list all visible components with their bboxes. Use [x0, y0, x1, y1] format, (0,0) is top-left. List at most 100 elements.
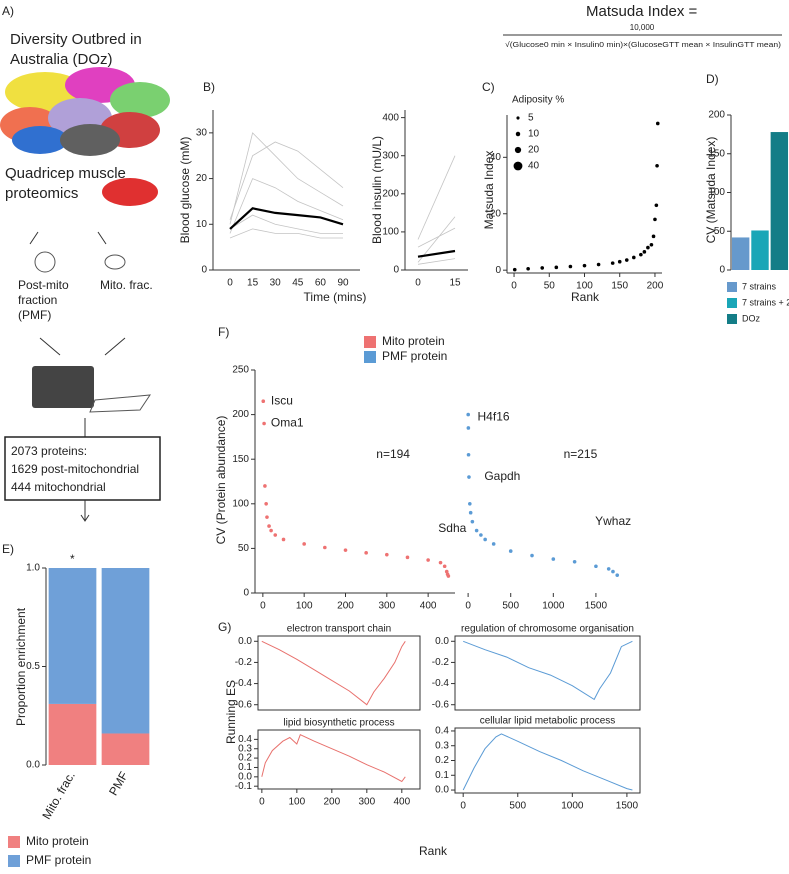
bar: [751, 230, 769, 270]
point: [483, 537, 487, 542]
annotation: Iscu: [271, 393, 293, 407]
point: [273, 533, 278, 537]
point: [446, 574, 451, 578]
legend-label: DOz: [742, 313, 761, 323]
plot-frame: [257, 635, 421, 711]
legend-swatch: [727, 282, 737, 292]
annotation: Oma1: [271, 416, 304, 430]
pmf-icon: [34, 251, 56, 273]
y-tick-label: 100: [232, 498, 249, 509]
x-tick-label: 0: [259, 797, 265, 808]
x-tick-label: 1500: [585, 601, 608, 612]
series-line: [261, 734, 406, 783]
y-tick-label: 0.4: [435, 726, 449, 737]
x-axis-label: Time (mins): [304, 290, 367, 304]
point: [467, 475, 471, 479]
annotation: n=215: [564, 447, 598, 461]
point: [343, 548, 348, 552]
protein-count: 1629 post-mitochondrial: [11, 462, 139, 476]
legend-label: PMF protein: [26, 853, 91, 867]
y-tick-label: 0.5: [26, 661, 40, 672]
point: [526, 266, 530, 271]
legend-swatch: [727, 314, 737, 324]
point: [438, 560, 443, 565]
x-tick-label: 300: [358, 797, 375, 808]
point: [491, 542, 496, 546]
x-tick-label: 100: [288, 797, 305, 808]
point: [651, 234, 656, 239]
annotation: Gapdh: [484, 469, 520, 483]
y-tick-label: 1.0: [26, 563, 40, 574]
y-axis-label: Running ES: [224, 680, 238, 744]
point: [281, 537, 286, 542]
y-tick-label: 150: [232, 454, 249, 465]
y-tick-label: -0.2: [432, 657, 450, 668]
doz-title: Diversity Outbred in: [10, 31, 142, 48]
y-tick-label: 250: [232, 365, 249, 376]
size-legend-mark: [513, 161, 523, 171]
y-tick-label: 0: [719, 265, 725, 276]
x-tick-label: 45: [292, 278, 304, 289]
formula-title: Matsuda Index =: [586, 3, 698, 20]
x-tick-label: 50: [544, 281, 556, 292]
point: [302, 542, 306, 546]
point: [646, 245, 650, 250]
series-line: [229, 207, 344, 230]
y-tick-label: -0.1: [235, 781, 253, 792]
y-tick-label: 0: [243, 588, 249, 599]
point: [474, 528, 479, 533]
arrow: [39, 337, 126, 356]
y-tick-label: 100: [382, 227, 399, 238]
legend-swatch: [364, 336, 376, 348]
plot-frame: [454, 635, 641, 711]
point: [479, 533, 483, 537]
y-tick-label: 0.3: [435, 740, 449, 751]
formula-denominator: √(Glucose0 min × Insulin0 min)×(GlucoseG…: [505, 40, 782, 49]
panel-label: C): [482, 80, 495, 94]
point: [649, 242, 654, 247]
mass-spec-icon: [32, 366, 94, 408]
x-tick-label: 0: [260, 601, 266, 612]
series-line: [261, 640, 406, 706]
size-legend-label: 40: [528, 161, 540, 172]
point: [654, 203, 659, 208]
protein-count: 2073 proteins:: [11, 444, 87, 458]
y-tick-label: 200: [232, 409, 249, 420]
y-tick-label: 0.0: [435, 785, 449, 796]
bar-segment: [101, 733, 150, 765]
panel-label: G): [218, 620, 231, 634]
point: [468, 510, 473, 515]
point: [364, 551, 368, 555]
point: [385, 552, 389, 557]
panel-label: E): [2, 542, 14, 556]
y-tick-label: 200: [708, 110, 725, 121]
x-tick-label: PMF: [106, 769, 131, 798]
annotation: *: [70, 552, 75, 566]
size-legend-title: Adiposity %: [512, 95, 564, 106]
legend-swatch: [8, 855, 20, 867]
x-tick-label: 0: [415, 278, 421, 289]
y-tick-label: 400: [382, 112, 399, 123]
mito-label: Mito. frac.: [100, 278, 153, 292]
y-tick-label: 0.4: [238, 734, 252, 745]
point: [653, 217, 657, 222]
point: [632, 255, 636, 260]
point: [606, 567, 611, 571]
legend-label: 7 strains + 2 diets: [742, 297, 789, 307]
point: [639, 252, 643, 257]
y-tick-label: 0.2: [238, 753, 252, 764]
y-tick-label: 0: [201, 265, 207, 276]
tissue-label: proteomics: [5, 185, 78, 202]
y-tick-label: 0.0: [238, 636, 252, 647]
y-tick-label: 40: [490, 152, 502, 163]
tissue-label: Quadricep muscle: [5, 165, 126, 182]
point: [323, 545, 327, 550]
y-tick-label: 0.3: [238, 743, 252, 754]
arrow: [80, 500, 90, 522]
series-line: [462, 733, 633, 791]
point: [642, 250, 647, 254]
bar-segment: [48, 568, 97, 704]
point: [610, 261, 615, 265]
panel-label: D): [706, 72, 719, 86]
